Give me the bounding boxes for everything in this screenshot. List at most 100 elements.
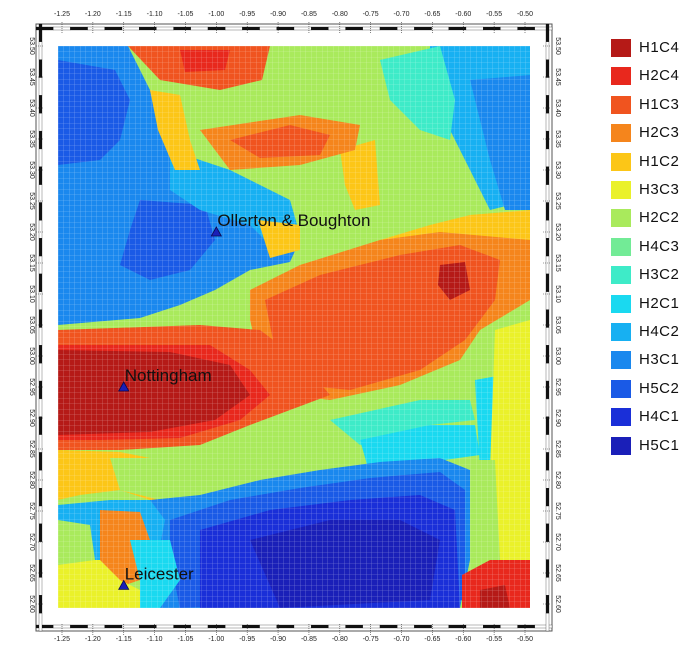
- legend-label: H4C2: [639, 323, 680, 340]
- legend-item: H1C3: [611, 95, 689, 115]
- scale-bar-segment: [38, 452, 43, 471]
- scale-bar-segment: [190, 26, 209, 31]
- y-tick-label-right: 53.35: [554, 130, 561, 148]
- x-tick-label-top: -0.95: [239, 11, 255, 18]
- legend-label: H4C1: [639, 408, 680, 426]
- scale-bar-segment: [38, 416, 43, 435]
- place-markers: Ollerton & Boughton Nottingham Leicester: [118, 211, 370, 590]
- scale-bar-segment: [38, 41, 43, 60]
- x-tick-label-top: -1.00: [208, 11, 224, 18]
- legend-item: H2C3: [611, 123, 689, 143]
- place-marker-icon: [118, 381, 130, 392]
- scale-bar-segment: [465, 624, 484, 629]
- y-tick-label-right: 53.05: [554, 316, 561, 334]
- legend-item: H5C2: [611, 379, 689, 399]
- scale-bar-segment: [70, 624, 88, 629]
- scale-bar-segment: [517, 26, 535, 31]
- y-tick-label-left: 53.45: [28, 68, 35, 86]
- scale-bar-segment: [139, 26, 157, 31]
- place-label: Leicester: [125, 564, 194, 583]
- scale-bar-segment: [534, 26, 553, 31]
- legend-label: H2C1: [639, 294, 680, 312]
- x-tick-label-top: -1.20: [85, 11, 101, 18]
- scale-bar-segment: [242, 26, 260, 31]
- x-tick-label-top: -0.90: [270, 11, 286, 18]
- y-tick-label-left: 53.15: [28, 254, 35, 272]
- y-tick-label-left: 52.65: [28, 564, 35, 582]
- scale-bar-segment: [545, 327, 550, 346]
- y-tick-label-left: 52.85: [28, 440, 35, 458]
- scale-bar-segment: [545, 363, 550, 382]
- legend-item: H2C2: [611, 208, 689, 228]
- y-tick-label-left: 52.60: [28, 595, 35, 613]
- scale-bar-segment: [545, 166, 550, 185]
- scale-bar-segment: [276, 624, 295, 629]
- legend-swatch: [611, 181, 631, 199]
- scale-bar-segment: [173, 26, 191, 31]
- legend-swatch: [611, 152, 631, 171]
- scale-bar-segment: [545, 559, 550, 578]
- scale-bar-segment: [328, 26, 346, 31]
- scale-bar-segment: [38, 577, 43, 596]
- scale-bar-segment: [414, 26, 432, 31]
- legend-item: H5C1: [611, 436, 689, 456]
- scale-bar-segment: [38, 130, 43, 150]
- scale-bar-segment: [311, 624, 329, 629]
- y-tick-label-right: 52.75: [554, 502, 561, 520]
- legend-label: H1C4: [639, 39, 680, 56]
- scale-bar-segment: [379, 624, 398, 629]
- legend-item: H3C2: [611, 265, 689, 285]
- x-tick-label-top: -1.05: [177, 11, 193, 18]
- scale-bar-segment: [156, 26, 174, 31]
- legend-label: H2C4: [639, 67, 680, 85]
- scale-bar-segment: [545, 434, 550, 453]
- y-tick-label-right: 53.10: [554, 285, 561, 303]
- scale-bar-segment: [483, 26, 501, 31]
- legend-swatch: [611, 39, 631, 57]
- place-label: Ollerton & Boughton: [217, 211, 370, 230]
- legend-swatch: [611, 294, 631, 313]
- scale-bar-segment: [311, 26, 329, 31]
- x-tick-label-top: -1.10: [147, 11, 163, 18]
- legend-item: H3C1: [611, 350, 689, 370]
- legend-swatch: [611, 379, 631, 398]
- y-tick-label-left: 52.80: [28, 471, 35, 489]
- scale-bar-segment: [545, 202, 550, 221]
- y-tick-label-left: 53.20: [28, 223, 35, 241]
- scale-bar-segment: [35, 624, 54, 629]
- x-tick-label-bottom: -0.50: [517, 636, 533, 643]
- legend-label: H4C3: [639, 237, 680, 255]
- y-tick-label-right: 52.85: [554, 440, 561, 458]
- y-tick-label-right: 53.25: [554, 192, 561, 210]
- scale-bar-segment: [545, 113, 550, 132]
- legend-label: H1C2: [639, 152, 680, 170]
- x-tick-label-top: -0.60: [455, 11, 471, 18]
- place-label: Nottingham: [125, 366, 212, 385]
- scale-bar-segment: [397, 26, 415, 31]
- scale-bar-segment: [517, 624, 535, 629]
- legend-swatch: [611, 95, 631, 114]
- y-tick-label-right: 52.60: [554, 595, 561, 613]
- x-tick-label-bottom: -0.80: [332, 636, 348, 643]
- x-tick-label-bottom: -1.25: [54, 636, 70, 643]
- y-tick-label-right: 52.65: [554, 564, 561, 582]
- y-tick-label-right: 52.90: [554, 409, 561, 427]
- legend-swatch: [611, 209, 631, 228]
- x-tick-label-bottom: -0.55: [486, 636, 502, 643]
- scale-bar-segment: [362, 26, 381, 31]
- legend-label: H3C1: [639, 351, 680, 369]
- scale-bar-segment: [545, 148, 550, 167]
- scale-bar-segment: [104, 26, 123, 31]
- scale-bar-segment: [38, 77, 43, 96]
- legend-label: H3C3: [639, 181, 680, 198]
- scale-bar-segment: [38, 273, 43, 292]
- scale-bar-segment: [379, 26, 398, 31]
- y-tick-label-right: 52.70: [554, 533, 561, 551]
- legend-item: H2C4: [611, 66, 689, 86]
- x-tick-label-bottom: -1.10: [147, 636, 163, 643]
- legend-item: H4C3: [611, 237, 689, 257]
- scale-bar-segment: [38, 184, 43, 203]
- scale-bars: [35, 23, 553, 632]
- scale-bar-segment: [87, 624, 105, 629]
- legend-label: H5C2: [639, 379, 680, 397]
